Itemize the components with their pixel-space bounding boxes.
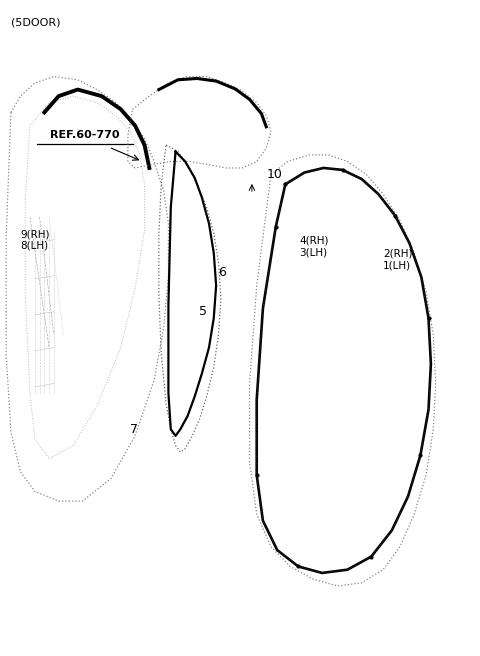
Text: 9(RH)
8(LH): 9(RH) 8(LH) — [21, 229, 50, 251]
Text: REF.60-770: REF.60-770 — [50, 131, 120, 140]
Text: (5DOOR): (5DOOR) — [11, 18, 60, 28]
Text: 2(RH)
1(LH): 2(RH) 1(LH) — [383, 249, 413, 270]
Text: 6: 6 — [218, 266, 227, 279]
Text: 10: 10 — [266, 168, 282, 181]
Text: 5: 5 — [199, 305, 207, 318]
Text: 7: 7 — [130, 422, 138, 436]
Text: 4(RH)
3(LH): 4(RH) 3(LH) — [300, 236, 329, 257]
